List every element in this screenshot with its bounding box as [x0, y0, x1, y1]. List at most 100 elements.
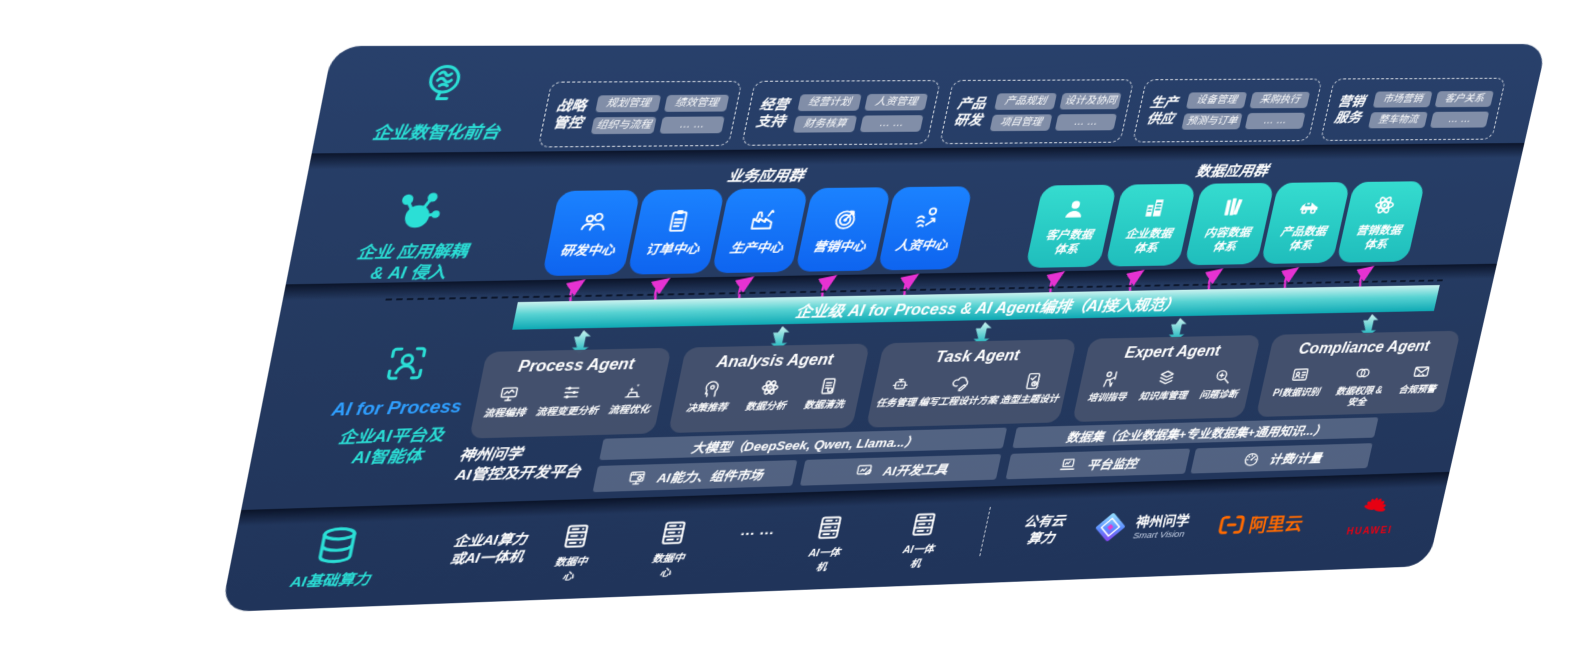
module-pill: 客户关系: [1434, 90, 1495, 107]
person-wave-icon: [911, 204, 945, 231]
data-system-product: 产品数据 体系: [1260, 182, 1351, 264]
atom-icon: [1370, 193, 1400, 218]
car-icon: [1294, 194, 1324, 219]
front-office-group-supply: 生产供应 设备管理 采购执行 预测与订单 … …: [1132, 78, 1323, 143]
module-pill: 经营计划: [797, 93, 862, 111]
alibaba-cloud-logo: 阿里云: [1216, 509, 1306, 538]
front-office-group-marketing: 营销服务 市场营销 客户关系 整车物流 … …: [1320, 77, 1507, 141]
agent-card-process: Process Agent 流程编排 流程变更分析 流程优化: [469, 347, 672, 439]
ellipsis-label: … …: [738, 521, 777, 540]
monitor-chart-icon: [495, 383, 521, 404]
agent-card-analysis: Analysis Agent 决策推荐 数据分析 数据清洗: [668, 343, 870, 434]
architecture-panel: 企业数智化前台 战略管控 规划管理 绩效管理 组织与流程 … … 经营支持 经营…: [221, 44, 1547, 612]
module-pill: … …: [1054, 113, 1118, 131]
ai-appliance-node: AI一体机: [803, 512, 850, 575]
books-icon: [1218, 195, 1248, 220]
module-pill: 市场营销: [1372, 90, 1433, 108]
module-pill: 规划管理: [595, 94, 662, 112]
module-pill: 项目管理: [989, 113, 1053, 131]
server-icon: [558, 520, 595, 552]
molecule-icon: [387, 188, 448, 237]
data-systems-header: 数据应用群: [1194, 163, 1270, 181]
user-icon: [1059, 197, 1090, 222]
group-title: 营销服务: [1333, 93, 1367, 125]
module-pill: … …: [1430, 111, 1490, 128]
sparkle-box-icon: [620, 380, 646, 401]
agent-card-task: Task Agent 任务管理 编写工程设计方案 造型主题设计: [865, 339, 1077, 428]
front-office-group-strategy: 战略管控 规划管理 绩效管理 组织与流程 … …: [537, 80, 743, 148]
enterprise-compute-label: 企业AI算力 或AI一体机: [448, 530, 529, 567]
gauge-icon: [1240, 450, 1262, 468]
business-apps-header: 业务应用群: [725, 167, 806, 186]
id-card-icon: [1288, 365, 1312, 385]
gem-icon: [1095, 512, 1126, 543]
agent-card-expert: Expert Agent 培训指导 知识库管理 问题诊断: [1072, 335, 1261, 423]
app-center-order: 订单中心: [627, 189, 726, 275]
ai-bus-label: 企业级 AI for Process & AI Agent编排（AI接入规范）: [793, 297, 1181, 322]
layers-icon: [1155, 368, 1179, 388]
data-system-customer: 客户数据 体系: [1025, 184, 1118, 268]
mail-alert-icon: [1409, 362, 1433, 382]
dev-tools-icon: [853, 462, 876, 481]
module-pill: 组织与流程: [590, 116, 657, 134]
server-icon: [655, 517, 692, 549]
ai-capability-bar: AI能力、组件市场: [592, 460, 798, 493]
atom-icon: [757, 377, 782, 398]
head-gear-icon: [698, 379, 724, 400]
module-pill: 产品规划: [994, 92, 1058, 110]
module-pill: 采购执行: [1249, 91, 1311, 108]
infra-label: AI基础算力: [288, 571, 372, 591]
person-scan-icon: [379, 341, 434, 386]
app-center-rd: 研发中心: [541, 190, 641, 277]
data-system-marketing: 营销数据 体系: [1336, 181, 1426, 263]
group-title: 生产供应: [1145, 94, 1180, 127]
module-pill: 人资管理: [864, 93, 929, 111]
public-cloud-label: 公有云 算力: [1022, 512, 1067, 547]
factory-icon: [745, 206, 779, 234]
layer-shadow: [308, 142, 1525, 170]
target-icon: [829, 205, 863, 233]
app-center-hr: 人资中心: [877, 186, 973, 271]
laptop-chart-icon: [1057, 456, 1079, 474]
dataset-bar: 数据集（企业数据集+专业数据集+通用知识...）: [1012, 417, 1379, 449]
module-pill: … …: [859, 114, 924, 132]
database-icon: [311, 524, 364, 567]
billing-bar: 计费/计量: [1190, 443, 1373, 474]
app-center-production: 生产中心: [711, 188, 809, 274]
module-pill: 绩效管理: [664, 94, 730, 112]
module-pill: 设备管理: [1186, 91, 1248, 109]
link-circles-icon: [1351, 363, 1375, 383]
tablet-check-icon: [1021, 371, 1046, 391]
datacenter-node: 数据中心: [647, 517, 695, 581]
agent-card-compliance: Compliance Agent PI数据识别 数据权限 & 安全 合规预警: [1255, 330, 1461, 417]
ai-appliance-node: AI一体机: [897, 509, 944, 572]
front-office-label: 企业数智化前台: [370, 122, 502, 143]
sliders-icon: [558, 382, 584, 403]
teacher-icon: [1099, 369, 1124, 389]
data-system-enterprise: 企业数据 体系: [1105, 183, 1197, 267]
module-pill: 财务核算: [792, 115, 858, 133]
document-icon: [815, 376, 840, 397]
app-center-marketing: 营销中心: [795, 187, 892, 272]
building-icon: [1139, 196, 1170, 221]
module-pill: … …: [1244, 112, 1306, 129]
group-title: 产品研发: [952, 95, 988, 128]
diagnose-icon: [1211, 366, 1235, 386]
brain-icon: [416, 60, 472, 104]
petal-flower-icon: [1358, 496, 1392, 523]
ai-devtools-bar: AI开发工具: [799, 454, 1002, 486]
clipboard-icon: [661, 207, 696, 235]
team-icon: [576, 208, 611, 236]
front-office-group-operation: 经营支持 经营计划 人资管理 财务核算 … …: [741, 80, 941, 146]
divider: [979, 506, 991, 557]
data-system-content: 内容数据 体系: [1184, 182, 1275, 266]
group-title: 经营支持: [754, 96, 791, 130]
group-title: 战略管控: [551, 97, 588, 131]
monitor-bar: 平台监控: [1005, 448, 1191, 480]
cloud-pen-icon: [950, 373, 975, 394]
smart-vision-logo: 神州问学 Smart Vision: [1089, 508, 1192, 545]
module-pill: … …: [659, 115, 725, 134]
front-office-group-product: 产品研发 产品规划 设计及协同 项目管理 … …: [939, 79, 1135, 145]
module-pill: 预测与订单: [1181, 112, 1243, 130]
